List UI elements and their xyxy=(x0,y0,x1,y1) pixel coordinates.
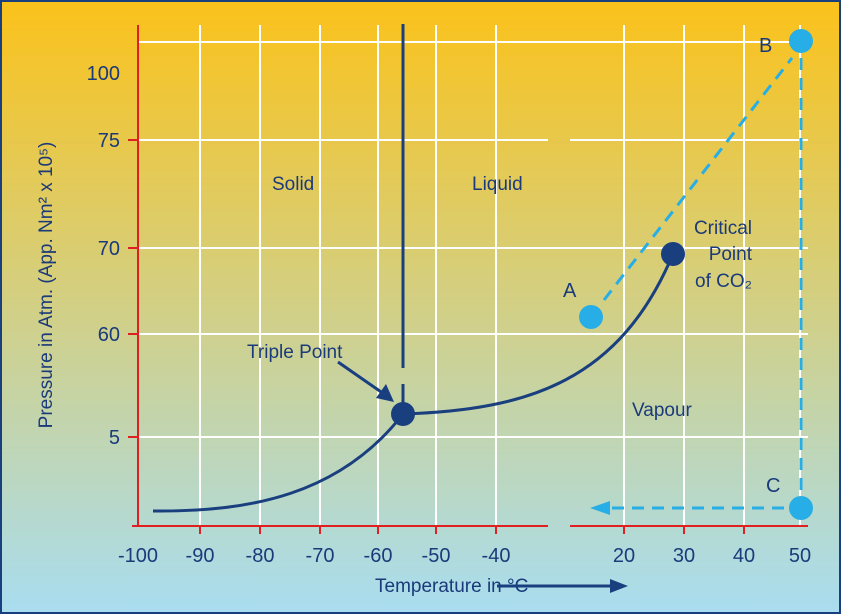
point-b-dot xyxy=(789,29,813,53)
y-tick-label: 70 xyxy=(98,238,120,260)
critical-point-dot xyxy=(661,242,685,266)
y-tick-label: 60 xyxy=(98,324,120,346)
dashed-path xyxy=(602,57,803,510)
x-axis-arrow-icon xyxy=(497,579,628,593)
y-tick-label: 5 xyxy=(109,427,120,449)
triple-point-dot xyxy=(391,402,415,426)
vaporisation-curve xyxy=(402,253,675,416)
triple-point-arrow-icon xyxy=(337,360,394,402)
point-a-dot xyxy=(579,305,603,329)
region-solid-label: Solid xyxy=(272,174,314,195)
triple-point-label: Triple Point xyxy=(247,342,343,363)
x-tick-label: -100 xyxy=(118,545,158,567)
y-tick-label: 100 xyxy=(87,63,120,85)
x-tick-label: 40 xyxy=(733,545,755,567)
region-liquid-label: Liquid xyxy=(472,174,523,195)
x-tick-labels: -100 -90 -80 -70 -60 -50 -40 20 30 40 50 xyxy=(118,545,811,567)
sublimation-curve xyxy=(152,413,405,513)
y-tick-label: 75 xyxy=(98,130,120,152)
point-b-label: B xyxy=(759,35,772,57)
x-tick-label: -70 xyxy=(306,545,335,567)
region-vapour-label: Vapour xyxy=(632,400,693,421)
grid xyxy=(138,25,808,525)
axes xyxy=(128,25,808,534)
x-tick-label: -90 xyxy=(186,545,215,567)
point-c-dot xyxy=(789,496,813,520)
x-tick-label: 50 xyxy=(789,545,811,567)
critical-point-line-2: Point xyxy=(709,244,753,265)
y-tick-labels: 100 75 70 60 5 xyxy=(87,63,120,449)
critical-point-line-3: of CO₂ xyxy=(695,271,752,292)
x-tick-label: -40 xyxy=(482,545,511,567)
x-tick-label: 30 xyxy=(673,545,695,567)
x-axis-title: Temperature in °C xyxy=(375,576,528,597)
x-tick-label: 20 xyxy=(613,545,635,567)
critical-point-line-1: Critical xyxy=(694,218,752,239)
point-a-label: A xyxy=(563,280,577,302)
x-tick-label: -60 xyxy=(364,545,393,567)
point-c-label: C xyxy=(766,475,780,497)
critical-point-label: Critical Point of CO₂ xyxy=(694,218,753,292)
dashed-arrow-icon xyxy=(590,501,610,515)
x-tick-label: -80 xyxy=(246,545,275,567)
y-axis-title: Pressure in Atm. (App. Nm² x 10⁵) xyxy=(36,142,57,429)
x-tick-label: -50 xyxy=(422,545,451,567)
